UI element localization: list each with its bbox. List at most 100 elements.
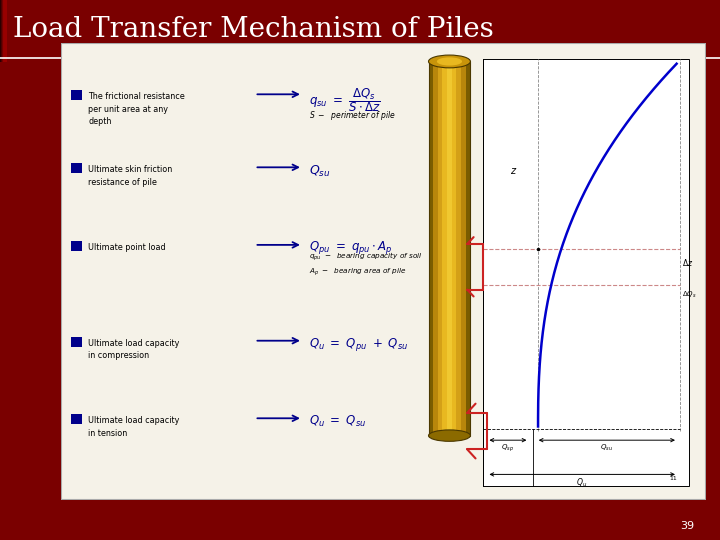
Bar [0,0,4,62]
Text: $\Delta Q_s$: $\Delta Q_s$ [682,289,696,300]
Bar [0,0,4,62]
Text: $Q_{pu}\ =\ q_{pu} \cdot A_p$: $Q_{pu}\ =\ q_{pu} \cdot A_p$ [310,239,393,256]
Text: Load Transfer Mechanism of Piles: Load Transfer Mechanism of Piles [13,16,494,43]
Bar [1,0,5,62]
Bar [0,0,4,62]
Bar [2,0,6,62]
Bar [1,0,4,62]
Bar [1,0,4,62]
Text: 39: 39 [680,521,695,531]
Bar [3,0,6,62]
Text: The frictional resistance
per unit area at any
depth: The frictional resistance per unit area … [89,92,185,126]
Bar [2,0,6,62]
Ellipse shape [428,430,470,441]
Text: $Q_{su}$: $Q_{su}$ [310,164,331,179]
Bar [71,241,83,251]
Bar [1,0,5,62]
Bar [1,0,5,62]
Bar [3,0,6,62]
Bar [2,0,6,62]
Bar [1,0,4,62]
Bar [1,0,4,62]
Bar [3,0,6,62]
Bar [3,0,6,62]
Bar [1,0,4,62]
Bar [1,0,6,62]
Bar [2,0,6,62]
Bar [1,0,4,62]
Bar [4,0,7,62]
Bar [1,0,5,62]
Text: $Q_{sp}$: $Q_{sp}$ [501,442,514,454]
Bar [4,0,7,62]
Bar [1,0,5,62]
Bar [0,0,4,62]
Bar [4,0,7,62]
Bar [1,0,4,62]
Bar [3,0,6,62]
Bar [4,0,7,62]
Bar [1,0,4,62]
Bar [1,0,4,62]
Bar [1,0,5,62]
Bar [4,0,7,62]
Bar [4,0,7,62]
Bar [71,163,83,173]
Bar [3,0,6,62]
Bar [2,0,6,62]
Bar [1,0,4,62]
Bar [2,0,6,62]
Bar [0,0,4,62]
Bar [2,0,6,62]
Bar [3,0,6,62]
Bar [1,0,5,62]
Text: Ultimate skin friction
resistance of pile: Ultimate skin friction resistance of pil… [89,165,173,187]
Text: Ultimate load capacity
in compression: Ultimate load capacity in compression [89,339,179,360]
Bar [3,0,6,62]
Bar [1,0,5,62]
Bar [3,0,6,62]
Bar [2,0,6,62]
Bar [0,0,4,62]
Bar [1,0,4,62]
Bar [1,0,4,62]
Bar [1,0,4,62]
Bar [428,62,433,436]
Bar [466,62,470,436]
Bar [2,0,6,62]
Bar [3,0,6,62]
Bar [3,0,6,62]
Bar [1,0,4,62]
Bar [3,0,6,62]
Bar [3,0,6,62]
Bar [1,0,5,62]
Bar [3,0,6,62]
Bar [1,0,5,62]
Bar [3,0,6,62]
Bar [1,0,5,62]
Bar [2,0,6,62]
Bar [3,0,6,62]
Bar [0,0,4,62]
Bar [0,0,4,62]
Bar [1,0,5,62]
Bar [3,0,6,62]
Bar [456,62,461,436]
Bar [2,0,6,62]
Bar [0,0,4,62]
Bar [1,0,4,62]
Bar [4,0,7,62]
Bar [1,0,4,62]
Bar [1,0,4,62]
Text: z: z [510,166,515,176]
Bar [3,0,6,62]
Bar [3,0,6,62]
Bar [2,0,6,62]
Bar [1,0,5,62]
Bar [3,0,6,62]
Bar [0,0,4,62]
Bar [1,0,5,62]
Text: $S\ -\ $ perimeter of pile: $S\ -\ $ perimeter of pile [310,110,396,123]
Bar [3,0,6,62]
Bar [71,414,83,424]
